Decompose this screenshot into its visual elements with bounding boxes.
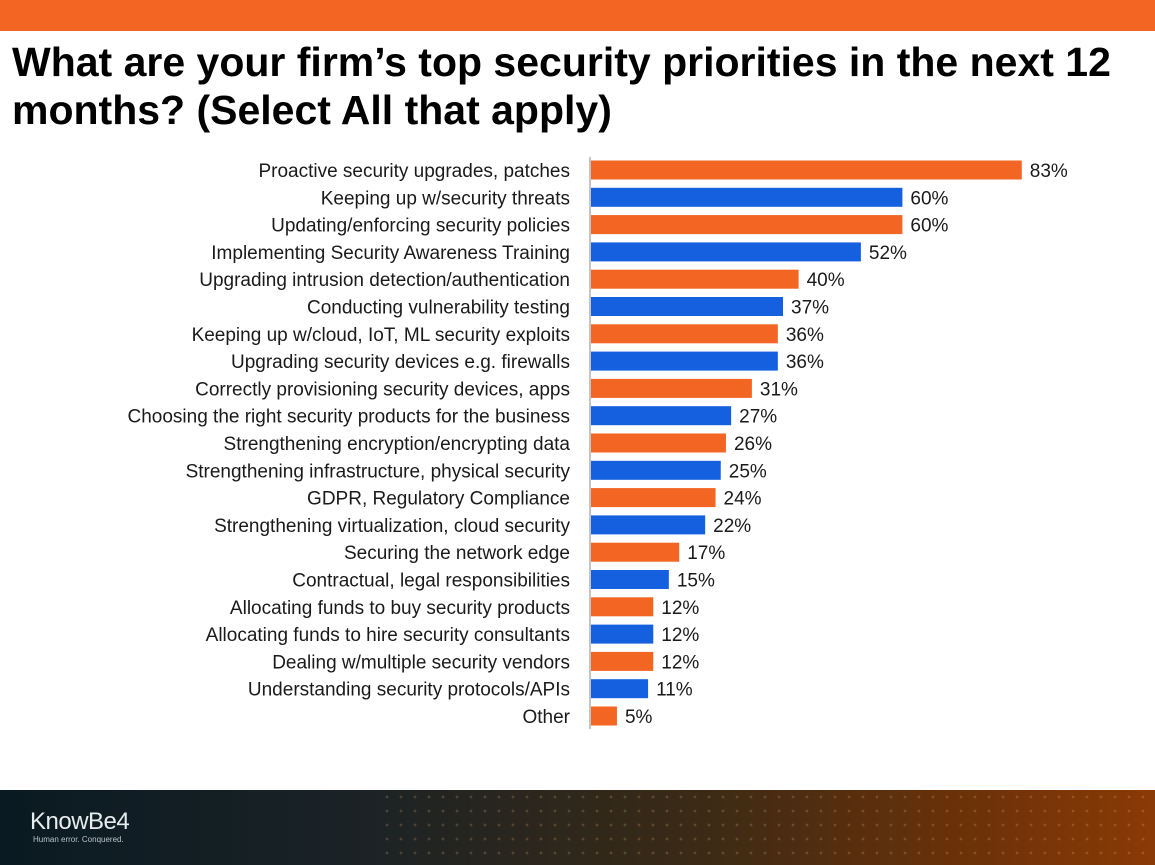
bar — [591, 597, 654, 617]
value-label: 40% — [807, 270, 845, 291]
bar — [591, 378, 752, 398]
value-label: 31% — [760, 379, 798, 400]
bars-layer: Proactive security upgrades, patches 83% K… — [127, 160, 1068, 728]
category-label: Allocating funds to buy security product… — [230, 598, 570, 619]
bar — [591, 215, 903, 235]
bar — [591, 187, 903, 207]
value-label: 36% — [786, 325, 824, 346]
category-label: Keeping up w/cloud, IoT, ML security exp… — [192, 325, 570, 346]
value-label: 52% — [869, 243, 907, 264]
bar — [591, 269, 799, 289]
bar — [591, 542, 680, 562]
bar — [591, 706, 617, 726]
category-label: Choosing the right security products for… — [127, 407, 570, 428]
value-label: 36% — [786, 352, 824, 373]
bar — [591, 624, 654, 644]
value-label: 60% — [910, 216, 948, 237]
value-label: 24% — [724, 489, 762, 510]
bar — [591, 406, 732, 426]
bar — [591, 651, 654, 671]
category-label: Updating/enforcing security policies — [271, 216, 570, 237]
category-label: Dealing w/multiple security vendors — [272, 652, 570, 673]
bar — [591, 351, 778, 371]
category-label: GDPR, Regulatory Compliance — [307, 489, 570, 510]
category-label: Allocating funds to hire security consul… — [206, 625, 570, 646]
value-label: 25% — [729, 461, 767, 482]
bar — [591, 242, 861, 262]
value-label: 11% — [656, 680, 693, 701]
value-label: 27% — [739, 407, 777, 428]
category-label: Upgrading security devices e.g. firewall… — [231, 352, 570, 373]
category-label: Keeping up w/security threats — [321, 188, 570, 209]
value-label: 37% — [791, 298, 829, 319]
value-label: 15% — [677, 571, 715, 592]
category-label: Strengthening virtualization, cloud secu… — [214, 516, 570, 537]
footer-pattern — [380, 790, 1155, 865]
bar — [591, 324, 778, 344]
value-label: 83% — [1030, 161, 1068, 182]
value-label: 60% — [910, 188, 948, 209]
category-label: Strengthening encryption/encrypting data — [224, 434, 571, 455]
bar-chart: Proactive security upgrades, patches 83% K… — [127, 157, 1068, 729]
bar — [591, 460, 721, 480]
value-label: 5% — [625, 707, 653, 728]
category-label: Strengthening infrastructure, physical s… — [186, 461, 571, 482]
bar — [591, 297, 784, 316]
value-label: 12% — [661, 652, 699, 673]
logo-tagline: Human error. Conquered. — [33, 835, 124, 844]
top-accent-bar — [0, 0, 1155, 31]
category-label: Other — [522, 707, 570, 728]
bar — [591, 515, 706, 535]
bar — [591, 488, 716, 508]
category-label: Securing the network edge — [344, 543, 570, 564]
category-label: Contractual, legal responsibilities — [292, 571, 570, 592]
category-label: Understanding security protocols/APIs — [248, 680, 570, 701]
bar — [591, 679, 649, 699]
value-label: 22% — [713, 516, 751, 537]
category-label: Correctly provisioning security devices,… — [195, 379, 570, 400]
knowbe4-logo: KnowBe4 — [30, 808, 130, 835]
category-label: Conducting vulnerability testing — [307, 298, 570, 319]
category-label: Upgrading intrusion detection/authentica… — [199, 270, 570, 291]
footer-banner — [0, 790, 1155, 865]
value-label: 12% — [661, 625, 699, 646]
value-label: 17% — [687, 543, 725, 564]
bar — [591, 570, 669, 589]
bar — [591, 433, 726, 453]
value-label: 12% — [661, 598, 699, 619]
category-label: Proactive security upgrades, patches — [258, 161, 570, 182]
slide-title: What are your firm’s top security priori… — [12, 39, 1111, 133]
category-label: Implementing Security Awareness Training — [211, 243, 570, 264]
value-label: 26% — [734, 434, 772, 455]
bar — [591, 160, 1022, 180]
